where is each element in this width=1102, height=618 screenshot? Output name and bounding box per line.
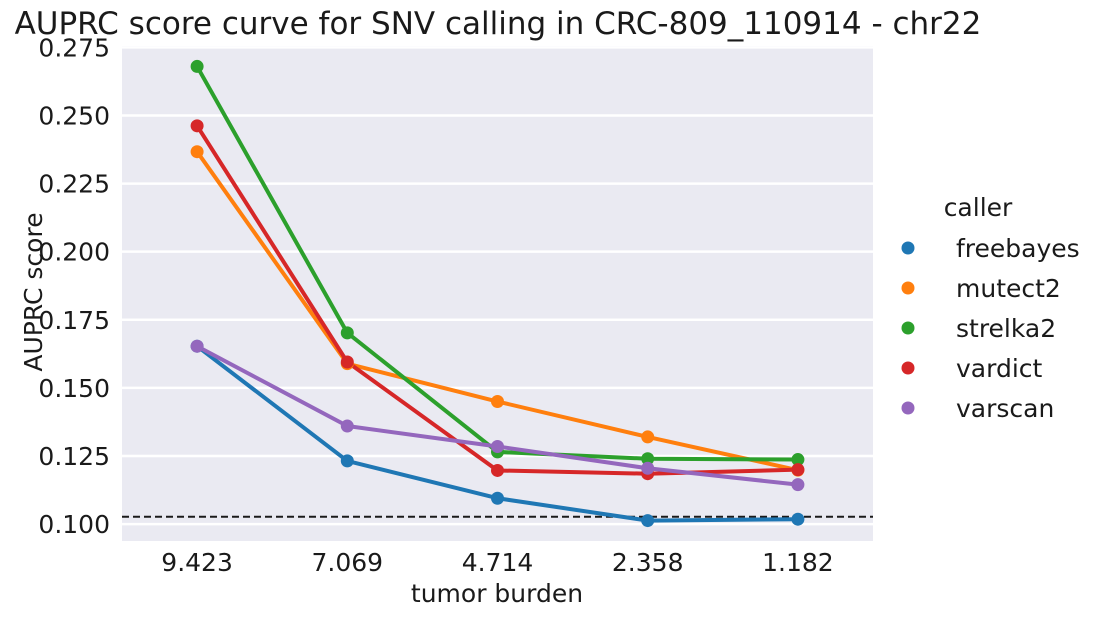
data-point (641, 430, 655, 444)
y-tick-labels: 0.100 0.125 0.150 0.175 0.200 0.225 0.250 0.275 (38, 33, 110, 539)
legend-marker (901, 321, 915, 335)
data-point (791, 463, 805, 477)
data-point (190, 59, 204, 73)
data-point (340, 454, 354, 468)
x-tick-label: 2.358 (612, 548, 684, 577)
data-point (791, 512, 805, 526)
legend-label: freebayes (956, 234, 1080, 263)
data-point (190, 145, 204, 159)
data-point (340, 419, 354, 433)
legend-marker (901, 281, 915, 295)
data-point (340, 326, 354, 340)
data-point (491, 463, 504, 477)
x-tick-label: 7.069 (312, 548, 384, 577)
data-point (791, 453, 805, 467)
data-point (641, 452, 655, 466)
legend-label: vardict (956, 354, 1043, 383)
legend-marker (901, 401, 915, 415)
x-tick-label: 1.182 (762, 548, 834, 577)
data-point (491, 439, 504, 453)
legend: caller freebayes mutect2 strelka2 vardict va… (901, 193, 1080, 423)
legend-marker (901, 241, 915, 255)
y-tick-label: 0.200 (38, 238, 110, 267)
legend-label: strelka2 (956, 314, 1056, 343)
data-point (190, 339, 204, 353)
y-tick-label: 0.225 (38, 170, 110, 199)
legend-label: varscan (956, 394, 1054, 423)
data-point (641, 514, 655, 528)
x-tick-labels: 9.423 7.069 4.714 2.358 1.182 (161, 548, 833, 577)
data-point (190, 119, 204, 133)
x-tick-label: 4.714 (462, 548, 534, 577)
data-point (641, 461, 655, 475)
x-axis-label: tumor burden (411, 579, 583, 608)
legend-marker (901, 361, 915, 375)
y-tick-label: 0.175 (38, 306, 110, 335)
y-axis-label: AUPRC score (19, 212, 48, 371)
data-point (491, 491, 504, 505)
series-group (190, 59, 805, 528)
y-tick-label: 0.275 (38, 33, 110, 62)
y-tick-label: 0.250 (38, 101, 110, 130)
y-tick-label: 0.100 (38, 510, 110, 539)
data-point (491, 395, 504, 409)
x-tick-label: 9.423 (161, 548, 233, 577)
chart-title: AUPRC score curve for SNV calling in CRC… (15, 6, 982, 42)
y-tick-label: 0.150 (38, 374, 110, 403)
legend-label: mutect2 (956, 274, 1061, 303)
legend-title: caller (944, 193, 1013, 222)
y-tick-label: 0.125 (38, 442, 110, 471)
data-point (340, 355, 354, 369)
data-point (791, 478, 805, 492)
